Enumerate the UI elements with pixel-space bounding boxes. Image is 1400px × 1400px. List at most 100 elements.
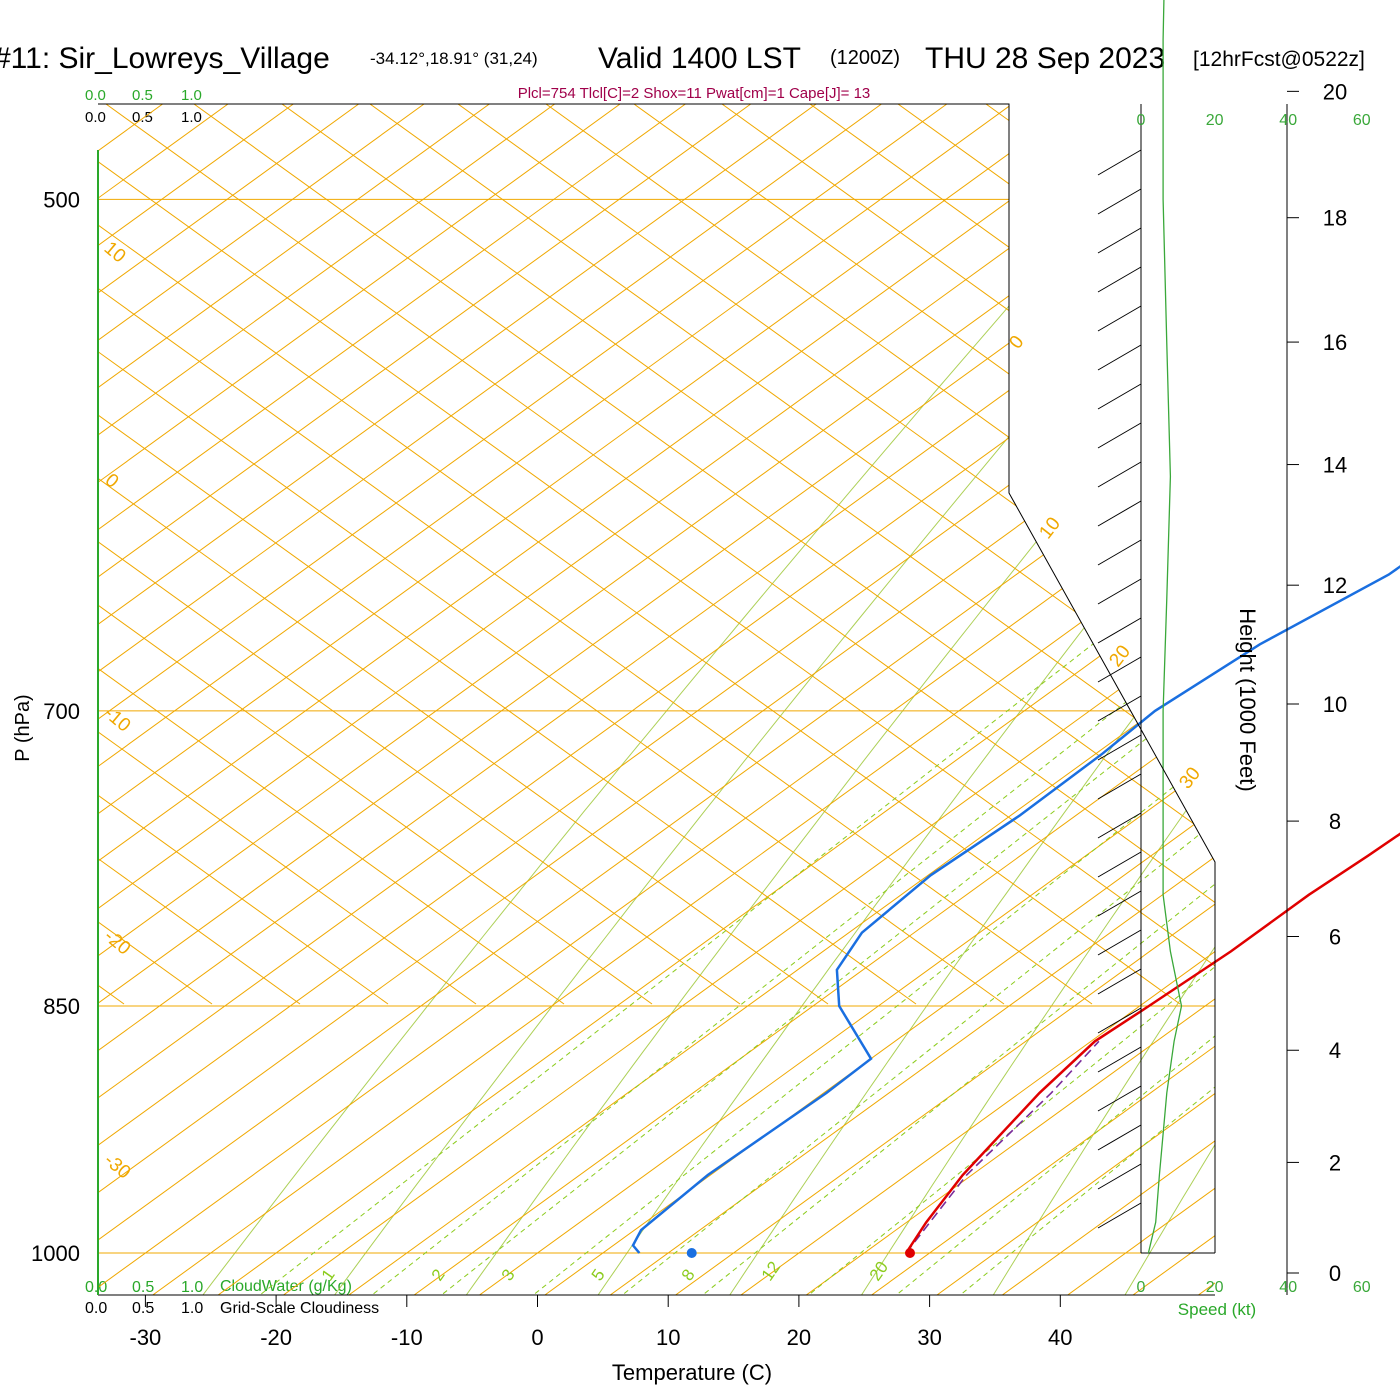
isotherm-label: -30 xyxy=(100,1150,135,1184)
dry-adiabat xyxy=(597,124,1215,1295)
bottom-cloudiness-tick: 0.5 xyxy=(132,1300,154,1317)
isotherm xyxy=(675,104,1215,1295)
wind-barb xyxy=(1097,188,1142,215)
wind-barb xyxy=(1097,305,1142,332)
isotherm xyxy=(98,104,229,1295)
isotherm xyxy=(740,104,1215,1295)
bottom-cloud-scales: 0.0 0.5 1.0 CloudWater (g/Kg) 0.0 0.5 1.… xyxy=(85,1278,379,1317)
y-axis-title: P (hPa) xyxy=(12,694,34,761)
height-tick-label: 16 xyxy=(1323,330,1347,355)
wind-barb xyxy=(1097,1046,1142,1073)
top-cloud-scales: 0.0 0.5 1.0 0.0 0.5 1.0 xyxy=(85,87,202,126)
wind-barb xyxy=(1097,539,1142,566)
isobar-diagonal xyxy=(281,104,1215,1005)
isobar-diagonal xyxy=(98,104,829,1005)
isotherm xyxy=(98,104,882,1295)
isobar-diagonal xyxy=(98,104,565,1005)
isobar-diagonal xyxy=(809,104,1215,1005)
isotherm xyxy=(98,104,948,1295)
height-tick-label: 4 xyxy=(1329,1038,1341,1063)
bottom-cloudwater-tick: 1.0 xyxy=(181,1279,203,1296)
top-cloudwater-tick: 0.0 xyxy=(85,87,106,104)
speed-tick-label: 20 xyxy=(1206,112,1224,129)
dry-adiabat xyxy=(1389,125,1400,1295)
speed-tick-label: 40 xyxy=(1279,1279,1297,1296)
temperature-tick-label: 30 xyxy=(917,1325,941,1350)
pressure-tick-label: 500 xyxy=(43,187,80,212)
wind-barb xyxy=(1097,1202,1142,1229)
wind-panel: 0020204040606032302826242220181614121086… xyxy=(1097,0,1371,1296)
isobar-diagonal xyxy=(98,104,741,1005)
isobar-diagonal xyxy=(98,104,389,1005)
height-tick-label: 0 xyxy=(1329,1261,1341,1286)
isotherm-label: 0 xyxy=(101,470,123,493)
bottom-cloudiness-tick: 1.0 xyxy=(181,1300,203,1317)
temperature-tick-label: 0 xyxy=(531,1325,543,1350)
isotherm xyxy=(871,104,1215,1295)
x-axis-title: Temperature (C) xyxy=(612,1360,772,1385)
wind-barb xyxy=(1097,422,1142,449)
isotherm xyxy=(283,104,1215,1295)
wind-barb xyxy=(1097,1163,1142,1190)
isotherm-label: 20 xyxy=(1105,641,1135,671)
height-tick-label: 6 xyxy=(1329,924,1341,949)
isotherm xyxy=(479,104,1215,1295)
cloudiness-label: Grid-Scale Cloudiness xyxy=(220,1300,379,1317)
valid-time: Valid 1400 LST xyxy=(598,42,801,75)
isotherm xyxy=(98,104,1209,1295)
plot-frame xyxy=(98,103,1216,1253)
height-tick-label: 20 xyxy=(1323,79,1347,104)
valid-date: THU 28 Sep 2023 xyxy=(925,42,1165,75)
isobar-diagonal xyxy=(985,104,1215,1005)
dry-adiabat xyxy=(992,124,1215,1295)
mixing-ratio-line xyxy=(330,104,1215,1295)
isotherm xyxy=(98,104,1215,1295)
temperature-curve xyxy=(905,832,1400,1254)
isotherm xyxy=(98,104,1215,1295)
wind-barb xyxy=(1097,1085,1142,1112)
isotherm xyxy=(805,104,1215,1295)
speed-tick-label: 0 xyxy=(1137,1279,1146,1296)
pressure-tick-label: 850 xyxy=(43,994,80,1019)
wind-barb xyxy=(1097,812,1142,839)
wind-barb xyxy=(1097,734,1142,761)
isotherm-label: 10 xyxy=(1035,513,1065,543)
mixing-ratio-line xyxy=(920,104,1215,1295)
isotherm xyxy=(544,104,1215,1295)
wind-barb xyxy=(1097,929,1142,956)
wind-barb xyxy=(1097,617,1142,644)
isotherm xyxy=(98,104,817,1295)
wind-barb xyxy=(1097,656,1142,683)
mixing-ratio-label: 2 xyxy=(428,1266,449,1285)
isotherm xyxy=(98,104,752,1295)
speed-tick-label: 60 xyxy=(1353,1279,1371,1296)
wind-barb xyxy=(1097,266,1142,293)
wind-barb xyxy=(1097,500,1142,527)
temperature-tick-label: -20 xyxy=(260,1325,292,1350)
forecast-info: [12hrFcst@0522z] xyxy=(1193,48,1365,71)
height-tick-label: 8 xyxy=(1329,809,1341,834)
valid-zulu: (1200Z) xyxy=(830,47,900,69)
surface-dewpoint-marker xyxy=(686,1248,697,1258)
wind-barb xyxy=(1097,227,1142,254)
isotherm xyxy=(609,104,1215,1295)
top-cloudiness-tick: 1.0 xyxy=(181,109,202,126)
dry-adiabat xyxy=(861,124,1215,1295)
stability-indices: Plcl=754 Tlcl[C]=2 Shox=11 Pwat[cm]=1 Ca… xyxy=(518,85,871,102)
isobar-diagonal xyxy=(633,104,1215,1005)
mixing-ratio-line xyxy=(856,104,1215,1295)
isobar-diagonal xyxy=(98,104,125,1005)
isotherm-label: -20 xyxy=(100,926,135,960)
temperature-tick-label: 20 xyxy=(787,1325,811,1350)
height-tick-label: 18 xyxy=(1323,206,1347,231)
isobar-diagonal xyxy=(545,104,1215,1005)
station-title: #11: Sir_Lowreys_Village xyxy=(0,42,330,75)
background-grid xyxy=(98,104,1400,1295)
isobar-diagonal xyxy=(98,104,301,1005)
isotherm xyxy=(936,104,1215,1295)
isobar-diagonal xyxy=(98,104,917,1005)
wind-barb xyxy=(1097,1007,1142,1034)
isotherm xyxy=(98,104,1078,1295)
isotherm xyxy=(217,104,1215,1295)
wind-barb xyxy=(1097,383,1142,410)
